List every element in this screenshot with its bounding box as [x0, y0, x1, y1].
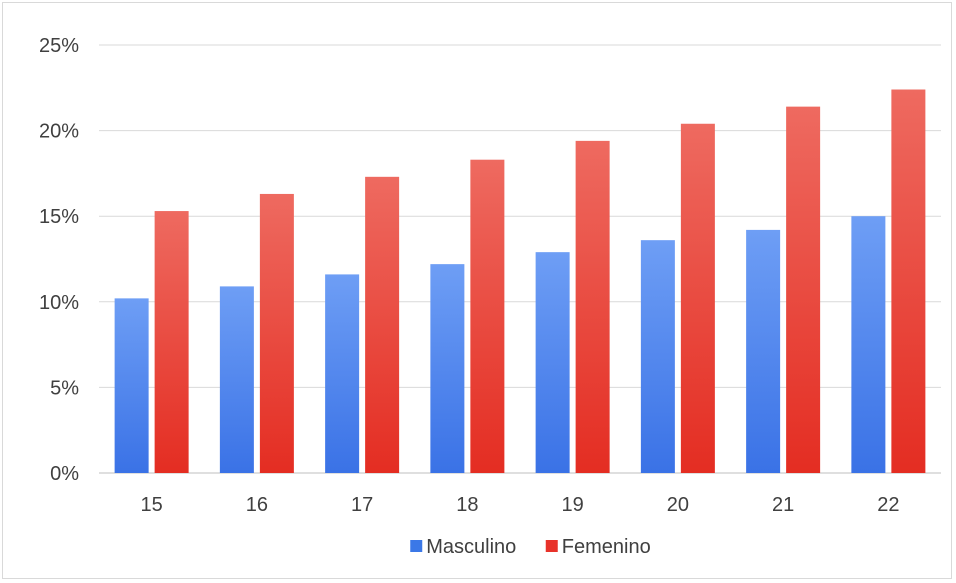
bar-masculino-15: [114, 298, 149, 473]
bar-femenino-21: [786, 106, 821, 473]
x-tick-label: 19: [562, 494, 584, 516]
legend-swatch-masculino: [410, 540, 423, 552]
y-tick-label: 10%: [39, 292, 79, 314]
y-tick-label: 25%: [39, 35, 79, 57]
legend-label-femenino: Femenino: [562, 536, 651, 558]
bar-masculino-20: [640, 240, 675, 473]
y-tick-label: 0%: [50, 463, 79, 485]
y-tick-label: 15%: [39, 206, 79, 228]
x-tick-label: 20: [667, 494, 689, 516]
bar-femenino-22: [891, 89, 926, 474]
bar-masculino-17: [325, 274, 360, 473]
x-tick-label: 16: [246, 494, 268, 516]
bar-masculino-18: [430, 264, 465, 473]
bar-femenino-17: [365, 176, 400, 473]
bar-femenino-16: [259, 193, 294, 473]
y-axis-ticks: 0% 5% 10% 15% 20% 25%: [39, 35, 79, 485]
bar-femenino-19: [575, 140, 610, 473]
bar-masculino-16: [219, 286, 254, 473]
x-axis-ticks: 15 16 17 18 19 20 21 22: [141, 494, 900, 516]
x-tick-label: 15: [141, 494, 163, 516]
legend: Masculino Femenino: [410, 536, 651, 558]
legend-swatch-femenino: [545, 540, 558, 552]
x-tick-label: 17: [351, 494, 373, 516]
bar-femenino-18: [470, 159, 505, 474]
bar-femenino-15: [154, 211, 189, 473]
bar-masculino-22: [851, 216, 886, 473]
legend-label-masculino: Masculino: [426, 536, 516, 558]
bars: [114, 89, 926, 474]
x-tick-label: 21: [772, 494, 794, 516]
x-tick-label: 22: [877, 494, 899, 516]
bar-masculino-19: [535, 252, 570, 473]
y-tick-label: 5%: [50, 377, 79, 399]
bar-femenino-20: [680, 123, 715, 473]
x-tick-label: 18: [456, 494, 478, 516]
bar-masculino-21: [746, 229, 781, 473]
bar-chart: 0% 5% 10% 15% 20% 25% 15 16 17 18 19 20 21 22 Mascul…: [39, 35, 941, 558]
y-tick-label: 20%: [39, 121, 79, 143]
